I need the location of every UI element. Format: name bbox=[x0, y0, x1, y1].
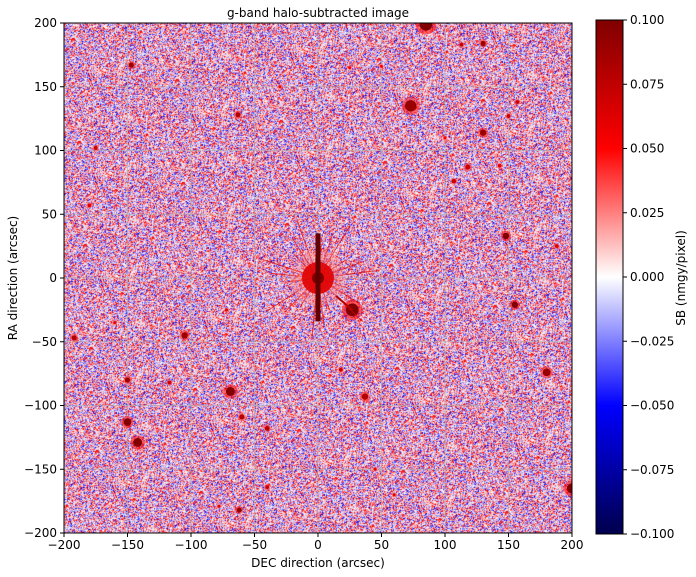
source bbox=[278, 85, 282, 89]
source bbox=[511, 301, 519, 308]
source bbox=[554, 244, 559, 249]
y-tick-label: −150 bbox=[24, 462, 57, 476]
y-tick-label: 100 bbox=[34, 144, 57, 158]
source bbox=[373, 467, 377, 471]
source bbox=[502, 232, 510, 240]
y-tick-label: 0 bbox=[49, 271, 57, 285]
source bbox=[465, 164, 471, 170]
colorbar-tick-label: 0.100 bbox=[630, 13, 664, 27]
source bbox=[71, 335, 77, 341]
bleed-column bbox=[315, 233, 321, 322]
colorbar bbox=[595, 19, 624, 535]
source bbox=[443, 136, 447, 140]
y-tick-label: 50 bbox=[42, 207, 57, 221]
x-tick-label: 50 bbox=[374, 538, 389, 552]
source bbox=[124, 377, 131, 383]
source bbox=[459, 42, 464, 47]
source bbox=[338, 367, 343, 372]
source bbox=[379, 64, 384, 68]
chart-title: g-band halo-subtracted image bbox=[227, 6, 409, 20]
x-tick-label: 150 bbox=[497, 538, 520, 552]
y-tick-label: −200 bbox=[24, 526, 57, 540]
y-tick-label: −50 bbox=[32, 335, 57, 349]
source bbox=[113, 321, 117, 325]
source bbox=[480, 40, 486, 46]
y-tick-label: 150 bbox=[34, 80, 57, 94]
source bbox=[93, 146, 98, 150]
source bbox=[181, 332, 188, 339]
x-tick-label: 100 bbox=[434, 538, 457, 552]
source bbox=[128, 62, 134, 68]
colorbar-tick-label: −0.100 bbox=[630, 527, 674, 541]
x-tick-label: −100 bbox=[175, 538, 208, 552]
source bbox=[217, 504, 221, 508]
x-tick-label: −200 bbox=[48, 538, 81, 552]
source bbox=[236, 507, 242, 513]
source bbox=[167, 380, 172, 385]
source bbox=[133, 438, 143, 447]
x-tick-label: −50 bbox=[242, 538, 267, 552]
source bbox=[265, 485, 270, 490]
x-axis-label: DEC direction (arcsec) bbox=[251, 556, 385, 570]
source bbox=[239, 414, 245, 420]
source bbox=[361, 393, 369, 400]
x-tick-label: 200 bbox=[561, 538, 584, 552]
source bbox=[451, 178, 457, 184]
x-axis-ticks: −200 −150 −100 −50 0 50 100 150 200 bbox=[48, 533, 584, 552]
source bbox=[515, 100, 520, 104]
colorbar-tick-label: −0.050 bbox=[630, 399, 674, 413]
colorbar-tick-label: 0.075 bbox=[630, 77, 664, 91]
source bbox=[264, 426, 270, 431]
source bbox=[225, 387, 235, 396]
x-tick-label: −150 bbox=[111, 538, 144, 552]
x-tick-label: 0 bbox=[314, 538, 322, 552]
source bbox=[542, 368, 551, 377]
y-tick-label: −100 bbox=[24, 399, 57, 413]
colorbar-ticks: 0.100 0.075 0.050 0.025 0.000 −0.025 −0.050 −0.… bbox=[623, 13, 674, 541]
source bbox=[123, 418, 132, 426]
colorbar-tick-label: −0.075 bbox=[630, 463, 674, 477]
source bbox=[497, 163, 502, 168]
source bbox=[225, 308, 229, 312]
image-panel bbox=[64, 23, 572, 533]
colorbar-tick-label: 0.000 bbox=[630, 270, 664, 284]
source bbox=[235, 112, 241, 118]
source bbox=[566, 483, 572, 494]
source bbox=[392, 493, 396, 497]
y-axis-ticks: −200 −150 −100 −50 0 50 100 150 200 bbox=[24, 16, 64, 540]
central-star bbox=[259, 219, 380, 340]
colorbar-tick-label: 0.050 bbox=[630, 142, 664, 156]
source bbox=[348, 66, 352, 70]
source bbox=[506, 114, 511, 118]
colorbar-tick-label: 0.025 bbox=[630, 206, 664, 220]
y-tick-label: 200 bbox=[34, 16, 57, 30]
colorbar-label: SB (nmgy/pixel) bbox=[674, 230, 688, 325]
colorbar-tick-label: −0.025 bbox=[630, 334, 674, 348]
star-diagonal-spike bbox=[335, 295, 353, 311]
source bbox=[87, 203, 92, 208]
source bbox=[419, 23, 433, 31]
y-axis-label: RA direction (arcsec) bbox=[6, 216, 20, 341]
source bbox=[479, 129, 487, 136]
source bbox=[404, 100, 417, 112]
